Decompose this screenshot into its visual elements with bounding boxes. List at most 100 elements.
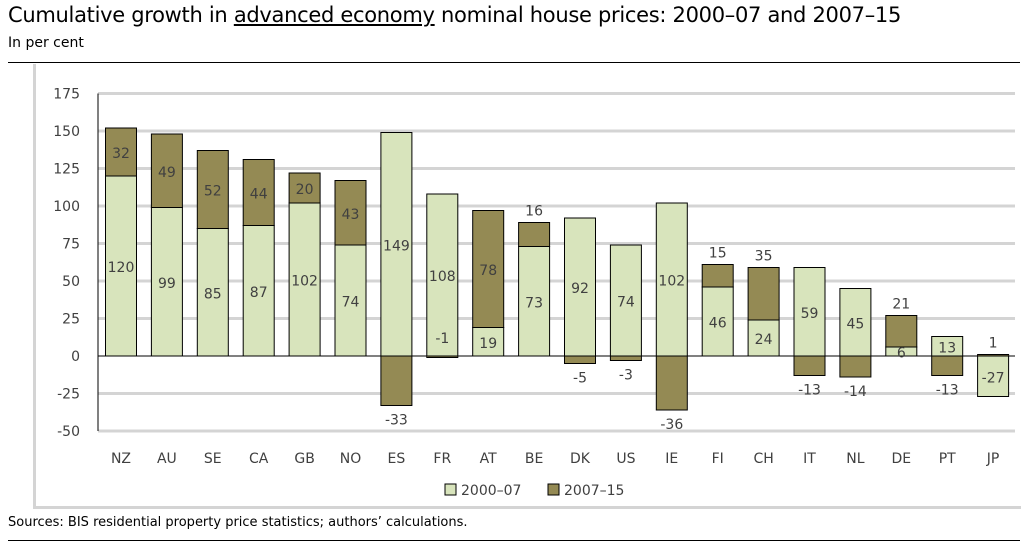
bar-2007-15 <box>518 222 551 247</box>
title-link[interactable]: advanced economy <box>233 3 435 27</box>
bar-2000-07 <box>655 202 688 357</box>
data-label-2000-07: 92 <box>571 281 589 297</box>
data-label-2000-07: 108 <box>429 269 456 285</box>
data-label-2007-15: 1 <box>989 336 998 352</box>
data-label-2007-15: 32 <box>112 146 130 162</box>
x-tick-label: JP <box>986 451 1000 467</box>
y-tick-label: 150 <box>53 124 80 140</box>
data-label-2007-15: 35 <box>755 249 773 265</box>
x-tick-label: FR <box>433 451 451 467</box>
bar-2000-07 <box>793 267 826 357</box>
divider <box>8 540 1020 541</box>
x-tick-label: NL <box>846 451 864 467</box>
data-label-2000-07: 99 <box>158 276 176 292</box>
bar-2000-07 <box>839 288 872 357</box>
x-tick-label: BE <box>525 451 543 467</box>
bar-2000-07 <box>242 225 275 357</box>
data-label-2007-15: 49 <box>158 165 176 181</box>
bar-2007-15 <box>609 355 642 361</box>
bar-2000-07 <box>564 217 596 357</box>
x-tick-label: NO <box>340 451 362 467</box>
bar-2000-07 <box>977 355 1010 397</box>
data-label-2007-15: -13 <box>798 383 821 399</box>
data-label-2007-15: -33 <box>385 413 408 429</box>
x-tick-label: FI <box>712 451 724 467</box>
x-tick-label: US <box>616 451 635 467</box>
divider <box>8 62 1020 63</box>
legend-label: 2007–15 <box>564 483 624 499</box>
title-text: Cumulative growth in <box>8 3 234 27</box>
data-label-2007-15: 44 <box>250 187 268 203</box>
bar-2000-07 <box>196 228 229 357</box>
chart-frame <box>33 64 1021 509</box>
bar-2000-07 <box>609 244 642 357</box>
bar-2007-15 <box>564 355 596 364</box>
bar-2007-15 <box>288 172 321 204</box>
x-tick-label: AU <box>157 451 177 467</box>
x-tick-label: DK <box>570 451 591 467</box>
bar-2000-07 <box>472 327 505 357</box>
data-label-2007-15: -3 <box>619 368 633 384</box>
bar-2007-15 <box>105 127 137 177</box>
bar-2007-15 <box>931 355 964 376</box>
data-label-2000-07: 102 <box>658 274 685 290</box>
y-tick-label: 0 <box>71 349 80 365</box>
x-tick-label: IE <box>665 451 678 467</box>
data-label-2007-15: -5 <box>573 371 587 387</box>
y-tick-label: 175 <box>53 87 80 103</box>
data-label-2007-15: 78 <box>479 263 497 279</box>
x-tick-label: DE <box>891 451 911 467</box>
bar-2007-15 <box>655 355 688 411</box>
y-tick-label: -25 <box>57 387 80 403</box>
data-label-2000-07: 6 <box>897 346 906 362</box>
y-tick-label: 75 <box>62 237 80 253</box>
bar-2000-07 <box>701 286 734 357</box>
y-tick-label: 50 <box>62 274 80 290</box>
data-label-2000-07: 19 <box>479 336 497 352</box>
bar-2007-15 <box>885 315 918 348</box>
data-label-2000-07: 85 <box>204 286 222 302</box>
data-label-2000-07: 45 <box>846 316 864 332</box>
x-tick-label: CA <box>249 451 269 467</box>
title-text: nominal house prices: 2000–07 and 2007–1… <box>434 3 902 27</box>
legend-label: 2000–07 <box>461 483 521 499</box>
data-label-2000-07: 120 <box>108 260 135 276</box>
x-tick-label: IT <box>803 451 816 467</box>
data-label-2000-07: 73 <box>525 295 543 311</box>
data-label-2007-15: -14 <box>844 384 867 400</box>
x-tick-label: GB <box>294 451 314 467</box>
x-tick-label: NZ <box>111 451 131 467</box>
bar-2007-15 <box>839 355 872 378</box>
data-label-2000-07: 74 <box>617 295 635 311</box>
bar-2000-07 <box>334 244 367 357</box>
bar-2007-15 <box>196 150 229 229</box>
data-label-2000-07: 102 <box>291 274 318 290</box>
data-label-2000-07: 149 <box>383 238 410 254</box>
bar-2000-07 <box>105 175 137 357</box>
data-label-2000-07: 74 <box>342 295 360 311</box>
chart-subtitle: In per cent <box>8 35 84 51</box>
y-tick-label: 25 <box>62 312 80 328</box>
y-tick-label: -50 <box>57 424 80 440</box>
bar-2007-15 <box>380 355 413 406</box>
bar-2000-07 <box>150 207 183 357</box>
y-tick-label: 125 <box>53 162 80 178</box>
legend-swatch <box>547 483 560 496</box>
data-label-2000-07: -27 <box>982 370 1005 386</box>
bar-2000-07 <box>380 132 413 357</box>
x-tick-label: PT <box>939 451 956 467</box>
data-label-2000-07: 46 <box>709 316 727 332</box>
bar-2007-15 <box>793 355 826 376</box>
bar-2007-15 <box>150 133 183 208</box>
bar-2007-15 <box>334 180 367 246</box>
bar-2007-15 <box>472 210 505 328</box>
data-label-2000-07: 59 <box>801 306 819 322</box>
data-label-2007-15: -13 <box>936 383 959 399</box>
x-tick-label: ES <box>388 451 406 467</box>
bar-2007-15 <box>747 267 780 321</box>
sources-note: Sources: BIS residential property price … <box>8 515 468 530</box>
data-label-2007-15: 52 <box>204 184 222 200</box>
bar-2007-15 <box>242 159 275 226</box>
bar-2000-07 <box>426 193 459 357</box>
x-tick-label: AT <box>480 451 497 467</box>
